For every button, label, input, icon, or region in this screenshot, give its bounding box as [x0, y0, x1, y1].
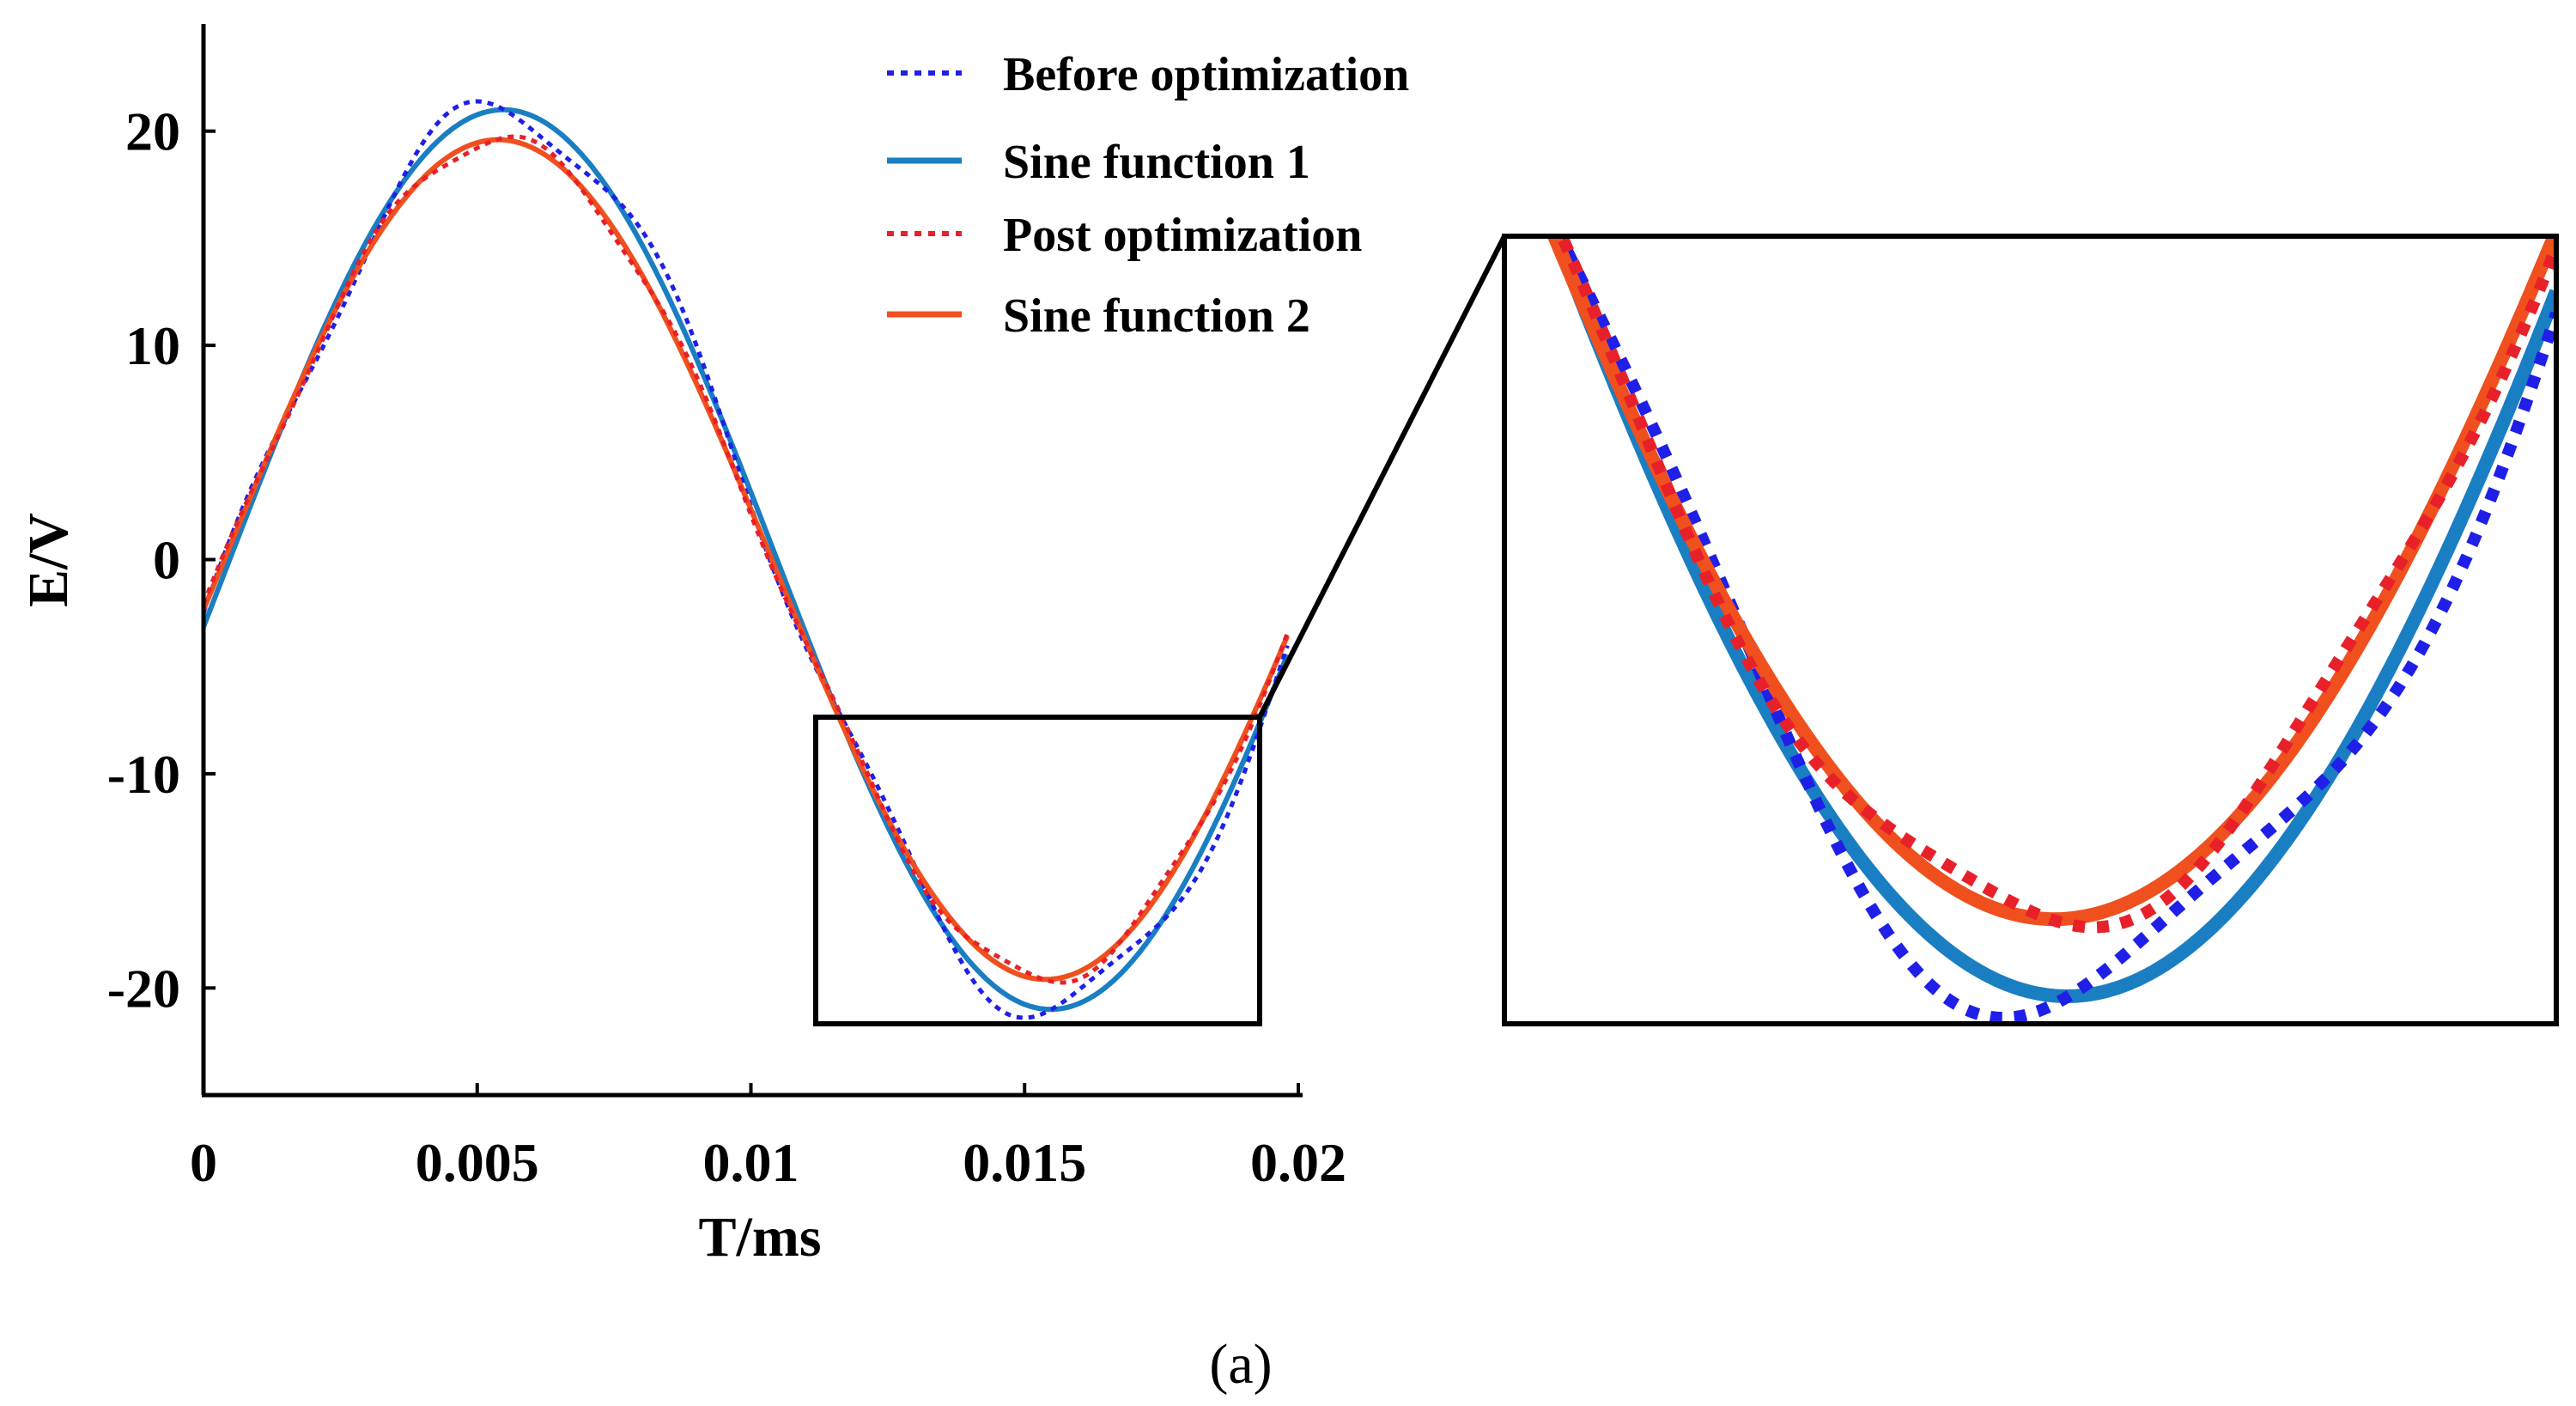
y-tick-label: -20: [107, 958, 180, 1019]
inset-series-line-before-optimization: [1552, 236, 2556, 1024]
zoom-connector-line: [1257, 234, 1507, 719]
y-tick-group: 20 10 0 -10 -20: [107, 101, 216, 1019]
x-tick-label: 0.015: [963, 1132, 1086, 1193]
zoom-region-box: [813, 715, 1262, 1026]
series-line-sine-function-2: [204, 137, 1291, 983]
main-series-group: [204, 99, 1291, 1020]
legend-label-sine-function-1: Sine function 1: [1003, 136, 1310, 189]
x-tick-group: 0 0.005 0.01 0.015 0.02: [190, 1083, 1346, 1193]
legend-label-post-optimization: Post optimization: [1003, 209, 1362, 262]
legend: Before optimization Sine function 1 Post…: [887, 48, 1409, 343]
series-line-sine-function-1: [204, 107, 1291, 1013]
inset-frame: [1502, 234, 2559, 1026]
y-tick-label: 20: [125, 101, 180, 162]
x-tick-label: 0.02: [1250, 1132, 1346, 1193]
inset-series-group: [1546, 236, 2556, 1024]
x-tick-label: 0.005: [416, 1132, 539, 1193]
inset-series-line-post-optimization: [1555, 236, 2556, 934]
x-tick-label: 0.01: [703, 1132, 799, 1193]
zoom-inset-panel: [1502, 234, 2559, 1026]
x-axis-label: T/ms: [698, 1206, 821, 1269]
main-plot-area: 0 0.005 0.01 0.015 0.02 20 10 0 -10 -20 T/ms E/V: [17, 24, 1346, 1269]
inset-series-line-sine-function-1: [1548, 236, 2556, 1003]
y-tick-label: 10: [125, 315, 180, 376]
x-tick-label: 0: [190, 1132, 217, 1193]
y-tick-label: 0: [153, 530, 180, 591]
y-axis-label: E/V: [17, 513, 80, 607]
series-line-post-optimization: [204, 134, 1290, 985]
y-tick-label: -10: [107, 744, 180, 805]
legend-label-sine-function-2: Sine function 2: [1003, 289, 1310, 343]
legend-label-before-optimization: Before optimization: [1003, 48, 1409, 101]
panel-label: (a): [1209, 1333, 1272, 1396]
